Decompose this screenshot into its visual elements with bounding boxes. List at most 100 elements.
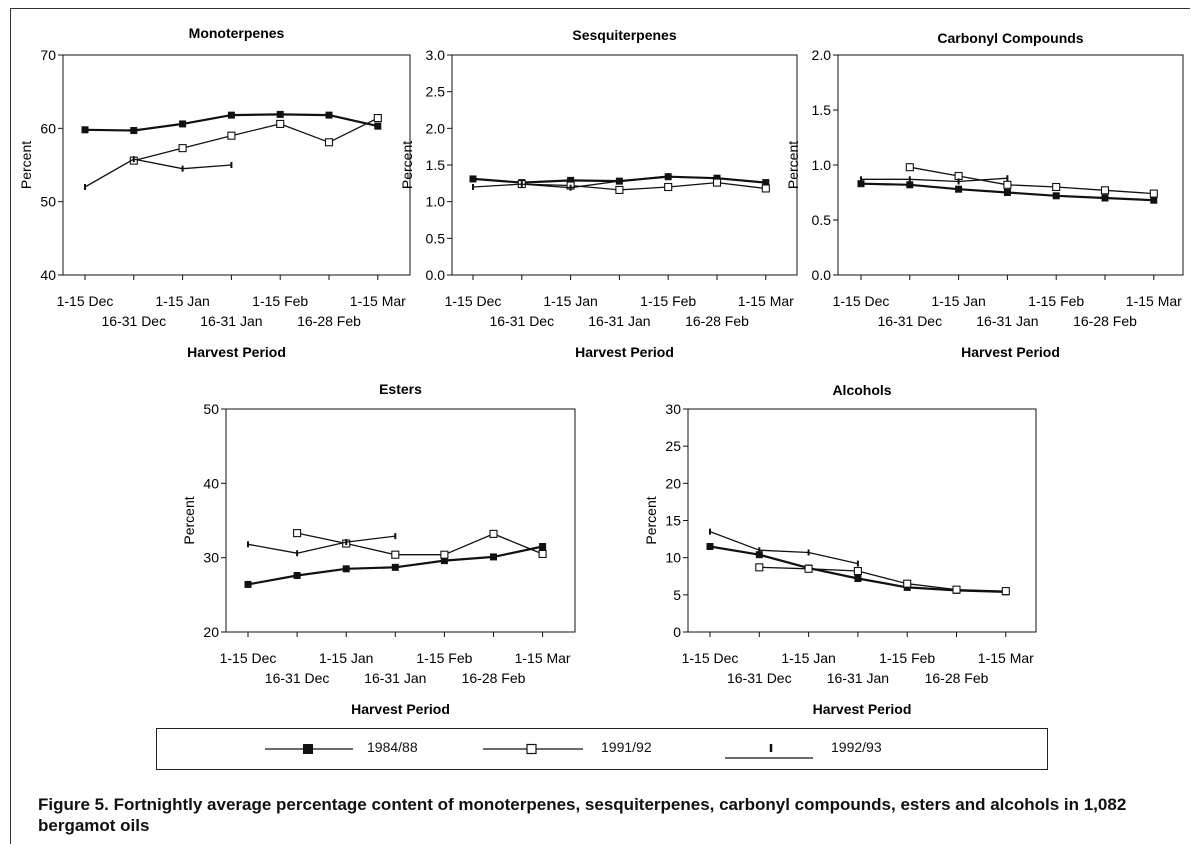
sesquiterpenes-y-tick-label: 2.0 <box>426 120 446 136</box>
esters-y-axis-label: Percent <box>181 496 197 544</box>
esters-y-tick-label: 30 <box>203 550 219 566</box>
esters-plot-frame <box>225 408 576 633</box>
figure <box>10 8 1190 844</box>
alcohols-point-1991-92 <box>952 585 961 594</box>
monoterpenes-point-1984-88 <box>130 127 138 135</box>
sesquiterpenes-point-1991-92 <box>712 178 722 187</box>
sesquiterpenes-y-tick-label: 0.5 <box>426 230 446 246</box>
legend-label: 1984/88 <box>367 739 418 755</box>
legend-label: 1991/92 <box>601 739 652 755</box>
esters-point-1991-92 <box>440 550 449 559</box>
sesquiterpenes-x-tick-label: 16-31 Dec <box>490 313 555 329</box>
alcohols-point-1991-92 <box>755 563 764 572</box>
carbonyl-compounds-x-tick-label: 1-15 Feb <box>1028 293 1084 309</box>
monoterpenes-point-1991-92 <box>227 131 236 140</box>
sesquiterpenes-point-1991-92 <box>664 182 673 192</box>
carbonyl-compounds-point-1984-88 <box>1150 196 1158 204</box>
sesquiterpenes-x-tick-label: 1-15 Feb <box>640 293 696 309</box>
esters-x-tick-label: 16-31 Dec <box>265 670 330 686</box>
monoterpenes-point-1991-92 <box>276 119 285 128</box>
carbonyl-compounds-x-tick-label: 1-15 Jan <box>931 293 985 309</box>
esters-series-1991-92-line <box>296 532 543 556</box>
carbonyl-compounds-y-tick-label: 0.5 <box>812 212 832 228</box>
esters-point-1991-92 <box>293 529 302 538</box>
monoterpenes-x-tick-label: 1-15 Jan <box>155 293 209 309</box>
carbonyl-compounds-point-1984-88 <box>1003 189 1011 196</box>
alcohols-point-1991-92 <box>853 566 862 576</box>
esters-point-1984-88 <box>391 563 399 571</box>
sesquiterpenes-plot-frame <box>451 54 798 276</box>
alcohols-x-axis-label: Harvest Period <box>813 701 912 717</box>
sesquiterpenes-point-1991-92 <box>761 184 770 193</box>
alcohols-y-tick-label: 10 <box>665 550 681 566</box>
legend-item-1992-93: 1992/93 <box>725 729 965 769</box>
alcohols-x-tick-label: 16-28 Feb <box>925 670 989 686</box>
carbonyl-compounds-y-tick-label: 1.5 <box>812 102 832 118</box>
alcohols-x-tick-label: 1-15 Mar <box>978 650 1034 666</box>
figure-caption: Figure 5. Fortnightly average percentage… <box>38 795 1127 835</box>
alcohols-series-1992-93-line <box>709 530 859 565</box>
monoterpenes-y-axis-label: Percent <box>18 141 34 189</box>
alcohols-point-1984-88 <box>755 551 763 559</box>
sesquiterpenes-x-tick-label: 1-15 Dec <box>445 293 502 309</box>
sesquiterpenes-x-tick-label: 1-15 Jan <box>543 293 597 309</box>
monoterpenes-x-tick-label: 1-15 Mar <box>350 293 406 309</box>
carbonyl-compounds-point-1991-92 <box>1052 182 1061 192</box>
esters-point-1984-88 <box>342 565 350 573</box>
esters-point-1984-88 <box>293 572 301 580</box>
monoterpenes-point-1984-88 <box>276 110 284 118</box>
esters-series-1992-93-line <box>247 535 396 554</box>
esters-x-tick-label: 1-15 Feb <box>416 650 472 666</box>
monoterpenes-point-1991-92 <box>178 144 187 153</box>
sesquiterpenes-title: Sesquiterpenes <box>572 27 676 43</box>
sesquiterpenes-x-tick-label: 16-28 Feb <box>685 313 749 329</box>
esters-title: Esters <box>379 381 422 397</box>
legend-symbol-tick <box>725 744 813 759</box>
alcohols-x-tick-label: 16-31 Jan <box>827 670 889 686</box>
alcohols-x-tick-label: 1-15 Dec <box>682 650 739 666</box>
carbonyl-compounds-x-tick-label: 1-15 Dec <box>833 293 890 309</box>
sesquiterpenes-point-1984-88 <box>762 179 770 187</box>
sesquiterpenes-y-tick-label: 0.0 <box>426 267 446 283</box>
esters-point-1984-88 <box>490 553 497 561</box>
alcohols-point-1984-88 <box>706 543 714 551</box>
sesquiterpenes-point-1984-88 <box>713 174 721 182</box>
esters-y-tick-label: 40 <box>203 475 219 491</box>
sesquiterpenes-point-1984-88 <box>567 176 575 184</box>
monoterpenes-y-tick-label: 50 <box>40 194 56 210</box>
alcohols-y-tick-label: 20 <box>665 475 681 491</box>
monoterpenes-x-tick-label: 16-31 Jan <box>200 313 262 329</box>
monoterpenes-x-axis-label: Harvest Period <box>187 344 286 360</box>
monoterpenes-series-1991-92-line <box>133 117 379 162</box>
monoterpenes-point-1984-88 <box>179 120 187 128</box>
alcohols-point-1991-92 <box>903 579 912 588</box>
monoterpenes-x-tick-label: 16-31 Dec <box>102 313 167 329</box>
esters-point-1991-92 <box>391 550 400 559</box>
legend: 1984/88 1991/92 1992/93 <box>156 728 1048 770</box>
carbonyl-compounds-y-axis-label: Percent <box>785 141 801 189</box>
monoterpenes-title: Monoterpenes <box>189 25 285 41</box>
monoterpenes-point-1991-92 <box>324 138 334 147</box>
monoterpenes-plot-frame <box>62 54 411 276</box>
monoterpenes-x-tick-label: 1-15 Feb <box>252 293 308 309</box>
monoterpenes-x-tick-label: 1-15 Dec <box>57 293 114 309</box>
esters-x-axis-label: Harvest Period <box>351 701 450 717</box>
esters-x-tick-label: 16-31 Jan <box>364 670 426 686</box>
esters-x-tick-label: 1-15 Jan <box>319 650 373 666</box>
carbonyl-compounds-point-1984-88 <box>906 181 914 189</box>
carbonyl-compounds-point-1991-92 <box>1100 186 1110 195</box>
sesquiterpenes-x-tick-label: 1-15 Mar <box>738 293 794 309</box>
monoterpenes-y-tick-label: 70 <box>40 47 56 63</box>
esters-x-tick-label: 1-15 Dec <box>220 650 277 666</box>
carbonyl-compounds-x-tick-label: 1-15 Mar <box>1126 293 1182 309</box>
alcohols-y-tick-label: 30 <box>665 401 681 417</box>
esters-point-1984-88 <box>539 543 547 551</box>
carbonyl-compounds-y-tick-label: 0.0 <box>812 267 832 283</box>
alcohols-y-tick-label: 25 <box>665 438 681 454</box>
alcohols-y-axis-label: Percent <box>643 496 659 544</box>
carbonyl-compounds-point-1991-92 <box>1149 189 1158 198</box>
alcohols-point-1984-88 <box>854 574 862 582</box>
esters-point-1984-88 <box>244 580 252 588</box>
alcohols-title: Alcohols <box>832 382 891 398</box>
